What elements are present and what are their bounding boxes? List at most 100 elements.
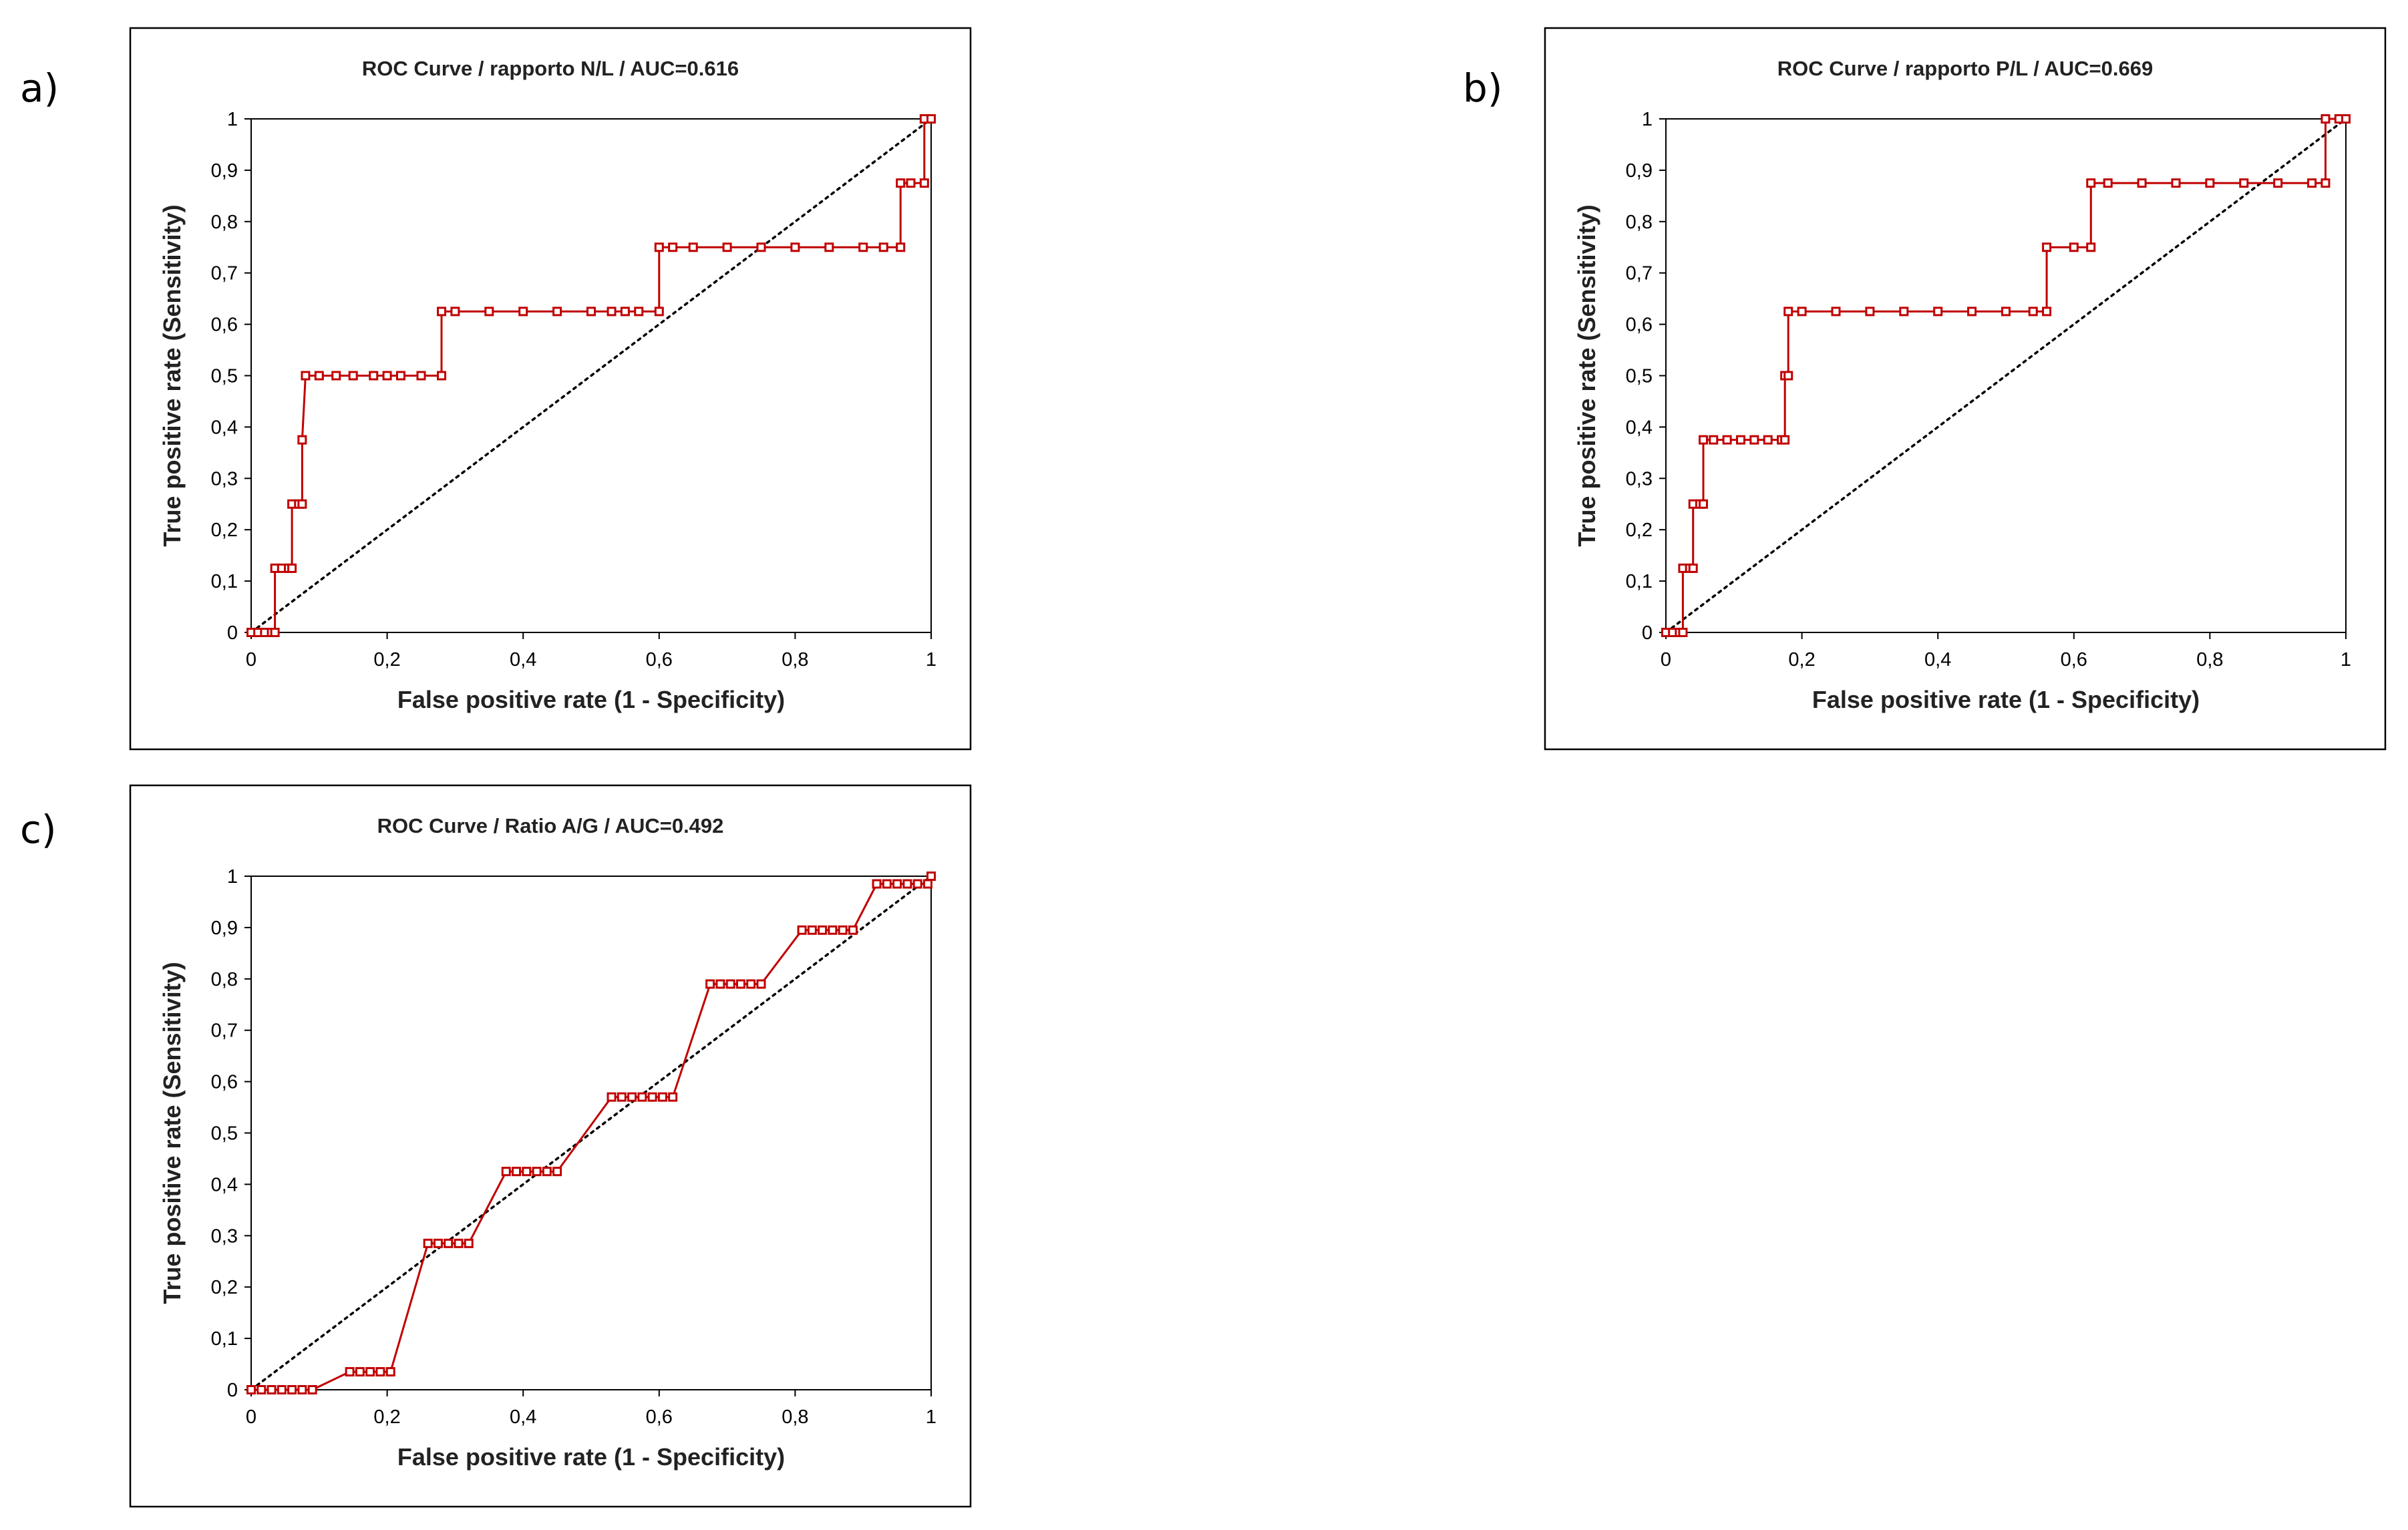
roc-point: [375, 1367, 385, 1377]
roc-point: [1698, 499, 1708, 509]
roc-point: [715, 979, 725, 989]
y-tick-label: 0,9: [1626, 160, 1653, 182]
roc-point: [705, 979, 715, 989]
x-tick-label: 0,8: [782, 649, 808, 671]
roc-point: [1678, 628, 1688, 637]
y-tick-label: 0,8: [211, 212, 238, 233]
roc-point: [1831, 307, 1841, 317]
roc-point: [522, 1167, 532, 1177]
y-tick-label: 0,8: [211, 969, 238, 990]
roc-point: [634, 307, 644, 317]
roc-point: [878, 242, 888, 252]
y-tick-label: 0: [227, 622, 238, 644]
roc-point: [735, 979, 745, 989]
roc-point: [797, 925, 807, 935]
roc-point: [1735, 435, 1745, 445]
roc-point: [297, 499, 307, 509]
roc-point: [824, 242, 834, 252]
roc-point: [1899, 307, 1909, 317]
x-tick-label: 0,2: [1788, 649, 1815, 671]
roc-point: [2320, 114, 2331, 124]
roc-point: [532, 1167, 542, 1177]
chart-title: ROC Curve / Ratio A/G / AUC=0.492: [377, 814, 724, 837]
roc-point: [872, 879, 882, 889]
y-tick-label: 0,2: [211, 520, 238, 541]
roc-point: [1780, 435, 1790, 445]
roc-point: [331, 371, 341, 381]
roc-point: [484, 307, 494, 317]
roc-point: [607, 1092, 617, 1102]
roc-point: [2171, 178, 2181, 188]
roc-point: [896, 178, 906, 188]
x-tick-label: 0,4: [510, 1406, 536, 1428]
y-tick-label: 0,3: [1626, 468, 1653, 490]
x-axis-title: False positive rate (1 - Specificity): [397, 686, 785, 713]
roc-point: [297, 1385, 307, 1394]
x-tick-label: 0,2: [373, 649, 400, 671]
roc-point: [1688, 563, 1698, 573]
x-axis-title: False positive rate (1 - Specificity): [1812, 686, 2200, 713]
roc-point: [1865, 307, 1875, 317]
roc-point: [2042, 307, 2052, 317]
reference-diagonal-line: [1665, 118, 2347, 634]
roc-point: [668, 1092, 678, 1102]
roc-point: [1763, 435, 1773, 445]
roc-point: [892, 879, 902, 889]
roc-point: [912, 879, 922, 889]
y-tick-label: 0,4: [211, 1174, 238, 1195]
y-tick-label: 0,4: [1626, 417, 1653, 438]
reference-diagonal-line: [250, 875, 932, 1391]
roc-point: [365, 1367, 375, 1377]
panel-label-c: c): [20, 807, 57, 852]
roc-point: [922, 879, 932, 889]
reference-diagonal-line: [250, 118, 932, 634]
y-tick-label: 0,5: [211, 1123, 238, 1145]
roc-point: [2307, 178, 2317, 188]
y-tick-label: 0,6: [211, 1072, 238, 1093]
x-tick-label: 0,8: [2196, 649, 2223, 671]
roc-point: [858, 242, 868, 252]
roc-point: [464, 1238, 474, 1248]
roc-point: [246, 1385, 256, 1394]
roc-point: [688, 242, 698, 252]
roc-point: [586, 307, 596, 317]
roc-point: [512, 1167, 522, 1177]
x-tick-label: 0: [246, 649, 256, 671]
chart-frame: [1544, 27, 2387, 751]
roc-point: [450, 307, 460, 317]
y-tick-label: 0,4: [211, 417, 238, 438]
roc-point: [297, 435, 307, 445]
y-axis-title: True positive rate (Sensitivity): [158, 204, 186, 546]
y-tick-label: 1: [227, 866, 238, 888]
y-tick-label: 0,7: [211, 263, 238, 284]
plot-area: [244, 872, 936, 1396]
roc-point: [345, 1367, 355, 1377]
chart-frame: [129, 784, 972, 1508]
roc-point: [267, 1385, 277, 1394]
y-tick-label: 1: [1642, 109, 1653, 130]
roc-point: [919, 178, 929, 188]
y-tick-label: 1: [227, 109, 238, 130]
roc-point: [2042, 242, 2052, 252]
roc-point: [1698, 435, 1708, 445]
roc-point: [620, 307, 630, 317]
roc-point: [1709, 435, 1719, 445]
roc-point: [617, 1092, 627, 1102]
roc-point: [2273, 178, 2283, 188]
roc-point: [2086, 242, 2096, 252]
roc-point: [348, 371, 358, 381]
roc-point: [287, 563, 297, 573]
roc-point: [882, 879, 892, 889]
roc-point: [926, 114, 936, 124]
roc-point: [382, 371, 392, 381]
x-axis-title: False positive rate (1 - Specificity): [397, 1443, 785, 1471]
x-tick-label: 0,4: [510, 649, 536, 671]
x-tick-label: 0: [1661, 649, 1671, 671]
y-tick-label: 0,6: [1626, 315, 1653, 336]
y-tick-label: 0,5: [211, 366, 238, 387]
y-axis-title: True positive rate (Sensitivity): [158, 962, 186, 1304]
x-tick-label: 1: [926, 1406, 936, 1428]
roc-point: [902, 879, 912, 889]
roc-point: [1749, 435, 1759, 445]
